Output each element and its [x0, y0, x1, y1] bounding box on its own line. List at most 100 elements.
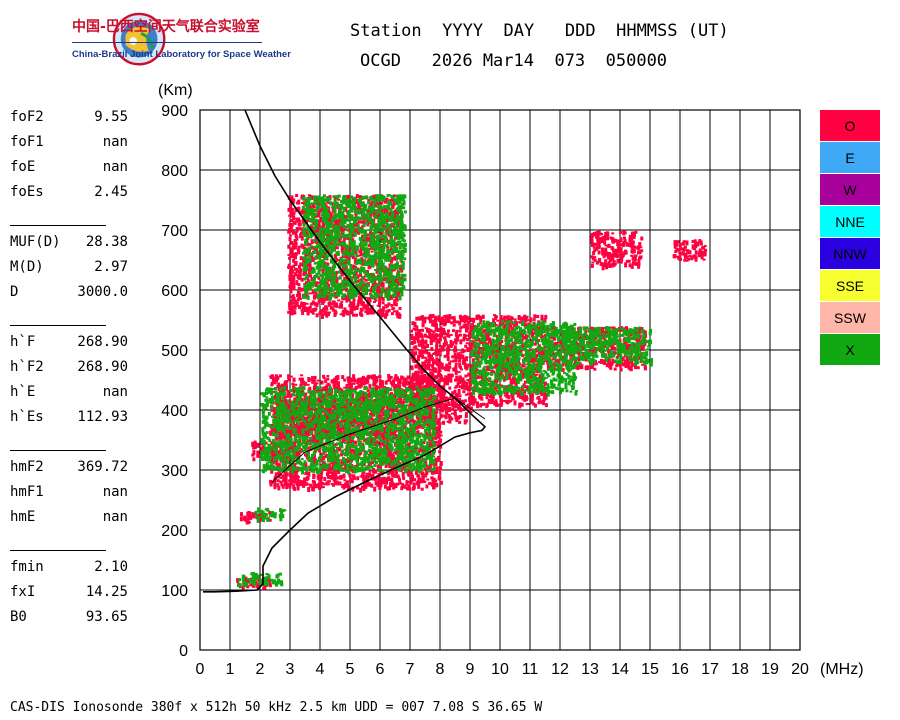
- echo-point-o: [416, 480, 420, 486]
- echo-point-o: [538, 400, 542, 403]
- echo-point-o: [401, 472, 405, 477]
- echo-point-o: [463, 333, 467, 337]
- echo-point-o: [340, 459, 344, 465]
- echo-point-o: [409, 481, 413, 485]
- echo-point-o: [461, 357, 465, 360]
- echo-point-o: [385, 437, 389, 443]
- echo-point-o: [410, 384, 414, 388]
- echo-point-o: [372, 374, 376, 378]
- echo-point-o: [415, 325, 419, 331]
- echo-point-o: [638, 356, 642, 360]
- echo-point-o: [436, 338, 440, 344]
- echo-point-o: [326, 472, 329, 477]
- echo-point-o: [449, 333, 453, 336]
- echo-point-o: [478, 347, 482, 350]
- echo-point-o: [287, 448, 291, 451]
- echo-point-o: [434, 461, 438, 467]
- echo-point-o: [272, 379, 276, 383]
- echo-point-o: [482, 402, 485, 406]
- echo-point-o: [293, 397, 297, 401]
- echo-point-o: [253, 444, 257, 450]
- echo-point-o: [351, 395, 354, 401]
- echo-point-o: [577, 357, 581, 361]
- echo-point-o: [505, 369, 509, 374]
- echo-point-o: [270, 457, 274, 463]
- echo-point-o: [441, 378, 445, 382]
- echo-point-o: [526, 403, 530, 406]
- echo-point-o: [579, 335, 583, 341]
- echo-point-o: [402, 398, 406, 401]
- echo-point-o: [532, 318, 536, 322]
- echo-point-o: [523, 395, 527, 398]
- echo-point-o: [440, 406, 444, 412]
- echo-point-o: [630, 264, 634, 269]
- echo-point-o: [623, 359, 627, 363]
- echo-point-o: [540, 316, 544, 320]
- echo-point-o: [427, 359, 431, 364]
- echo-point-o: [346, 441, 350, 445]
- echo-point-o: [438, 370, 442, 372]
- echo-point-o: [434, 437, 438, 440]
- echo-point-o: [412, 355, 416, 359]
- echo-point-o: [328, 471, 332, 475]
- echo-point-o: [427, 361, 431, 367]
- echo-point-o: [525, 334, 528, 340]
- echo-point-o: [315, 485, 319, 489]
- echo-point-o: [512, 377, 516, 380]
- echo-point-o: [458, 355, 462, 360]
- echo-point-o: [458, 375, 462, 378]
- echo-point-o: [634, 230, 638, 234]
- echo-point-o: [349, 400, 353, 406]
- echo-point-o: [577, 352, 581, 356]
- echo-point-o: [436, 393, 440, 397]
- echo-point-o: [407, 468, 411, 473]
- echo-point-o: [373, 456, 377, 460]
- echo-point-o: [356, 423, 360, 427]
- echo-point-o: [334, 469, 338, 473]
- echo-point-o: [435, 387, 439, 392]
- echo-point-o: [466, 392, 470, 396]
- echo-point-o: [608, 364, 612, 369]
- echo-point-o: [463, 336, 467, 340]
- echo-point-o: [277, 471, 281, 474]
- echo-point-o: [420, 368, 424, 374]
- echo-point-o: [415, 348, 419, 351]
- param-value: 112.93: [77, 409, 128, 425]
- echo-point-o: [471, 403, 475, 406]
- echo-point-o: [418, 381, 422, 386]
- echo-point-o: [520, 386, 524, 391]
- echo-point-o: [268, 580, 272, 585]
- echo-point-o: [252, 446, 256, 450]
- echo-point-o: [434, 350, 438, 355]
- echo-point-o: [268, 518, 272, 522]
- echo-point-o: [308, 443, 312, 446]
- echo-point-o: [492, 318, 496, 324]
- echo-point-o: [445, 407, 449, 411]
- param-separator: [10, 450, 106, 451]
- echo-point-o: [438, 450, 442, 454]
- echo-point-o: [479, 319, 483, 323]
- echo-point-o: [616, 260, 620, 264]
- echo-point-o: [427, 328, 431, 334]
- echo-point-o: [450, 373, 453, 378]
- echo-point-o: [445, 397, 449, 403]
- param-row: M(D) 2.97: [10, 259, 128, 275]
- echo-point-o: [457, 371, 461, 374]
- echo-point-o: [439, 461, 443, 467]
- x-tick-label: 17: [701, 661, 719, 678]
- echo-point-o: [275, 378, 279, 383]
- echo-point-o: [314, 425, 318, 429]
- header-values: OCGD 2026 Mar14 073 050000: [360, 51, 668, 71]
- echo-point-o: [306, 383, 310, 386]
- param-value: 93.65: [85, 609, 128, 625]
- echo-point-o: [488, 395, 492, 399]
- echo-point-o: [583, 334, 587, 338]
- plot-frame: [199, 109, 801, 651]
- echo-point-o: [284, 398, 288, 402]
- param-value: 268.90: [77, 359, 128, 375]
- echo-point-o: [459, 314, 463, 319]
- echo-point-o: [289, 394, 293, 398]
- echo-point-o: [315, 388, 319, 394]
- echo-point-o: [292, 387, 296, 393]
- echo-point-o: [471, 358, 475, 363]
